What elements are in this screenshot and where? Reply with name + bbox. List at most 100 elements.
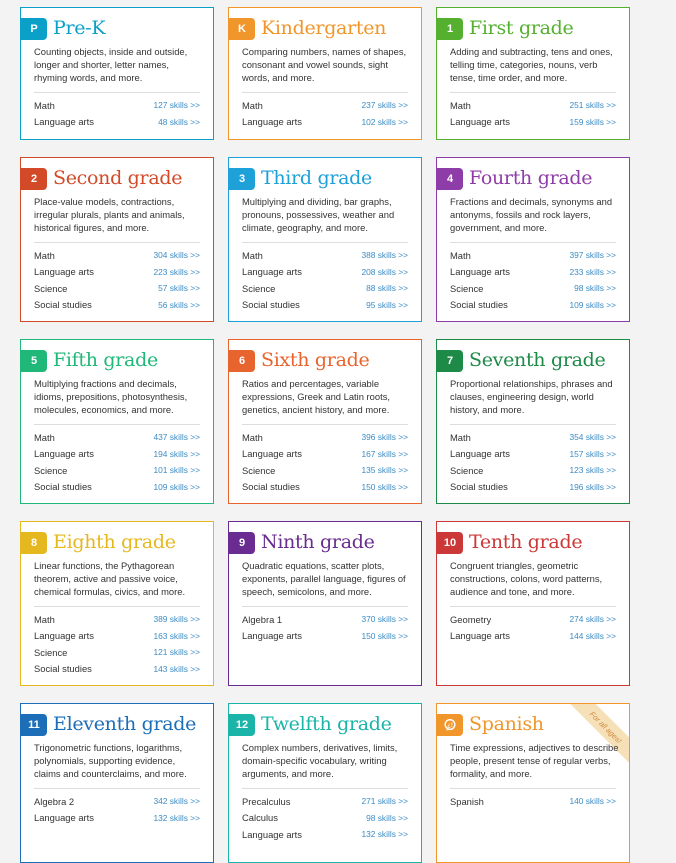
skills-link[interactable]: 57 skills >> [158, 283, 200, 293]
grade-title[interactable]: Third grade [261, 167, 372, 189]
subject-name[interactable]: Social studies [242, 299, 300, 310]
subject-name[interactable]: Science [450, 464, 484, 476]
subject-name[interactable]: Science [34, 282, 68, 294]
subject-name[interactable]: Algebra 1 [242, 613, 283, 625]
subject-name[interactable]: Math [34, 99, 55, 111]
subject-name[interactable]: Social studies [450, 299, 508, 310]
subject-row[interactable]: Math 237 skills >> [242, 98, 408, 112]
subject-row[interactable]: Math 389 skills >> [34, 612, 200, 626]
grade-title[interactable]: Twelfth grade [261, 713, 392, 735]
skills-link[interactable]: 397 skills >> [569, 250, 616, 260]
grade-title[interactable]: Fifth grade [53, 349, 158, 371]
grade-title[interactable]: Spanish [469, 713, 544, 735]
skills-link[interactable]: 223 skills >> [153, 266, 200, 277]
skills-link[interactable]: 274 skills >> [569, 614, 616, 624]
subject-row[interactable]: Science 98 skills >> [450, 281, 616, 295]
subject-row[interactable]: Language arts 157 skills >> [450, 447, 616, 461]
grade-card[interactable]: 1 First grade Adding and subtracting, tens… [436, 7, 630, 140]
subject-name[interactable]: Precalculus [242, 795, 291, 807]
skills-link[interactable]: 102 skills >> [361, 116, 408, 127]
subject-name[interactable]: Language arts [450, 116, 510, 127]
subject-name[interactable]: Math [450, 99, 471, 111]
skills-link[interactable]: 342 skills >> [153, 796, 200, 806]
skills-link[interactable]: 150 skills >> [361, 630, 408, 641]
subject-name[interactable]: Language arts [242, 630, 302, 641]
subject-row[interactable]: Language arts 132 skills >> [242, 827, 408, 841]
subject-row[interactable]: Math 127 skills >> [34, 98, 200, 112]
skills-link[interactable]: 98 skills >> [574, 283, 616, 293]
subject-row[interactable]: Math 304 skills >> [34, 248, 200, 262]
subject-row[interactable]: Math 397 skills >> [450, 248, 616, 262]
subject-name[interactable]: Math [242, 99, 263, 111]
skills-link[interactable]: 98 skills >> [366, 812, 408, 823]
subject-name[interactable]: Geometry [450, 613, 492, 625]
grade-card[interactable]: 4 Fourth grade Fractions and decimals, syn… [436, 157, 630, 322]
skills-link[interactable]: 437 skills >> [153, 432, 200, 442]
skills-link[interactable]: 233 skills >> [569, 266, 616, 277]
subject-name[interactable]: Math [34, 613, 55, 625]
subject-row[interactable]: Language arts 167 skills >> [242, 447, 408, 461]
subject-row[interactable]: Language arts 132 skills >> [34, 811, 200, 825]
skills-link[interactable]: 304 skills >> [153, 250, 200, 260]
grade-card[interactable]: 3 Third grade Multiplying and dividing, ba… [228, 157, 422, 322]
grade-title[interactable]: Kindergarten [261, 17, 387, 39]
subject-row[interactable]: Social studies 143 skills >> [34, 662, 200, 676]
subject-name[interactable]: Math [450, 431, 471, 443]
subject-row[interactable]: Language arts 102 skills >> [242, 115, 408, 129]
subject-name[interactable]: Algebra 2 [34, 795, 75, 807]
skills-link[interactable]: 132 skills >> [361, 829, 408, 839]
subject-row[interactable]: Language arts 223 skills >> [34, 265, 200, 279]
skills-link[interactable]: 251 skills >> [569, 100, 616, 110]
subject-row[interactable]: Math 251 skills >> [450, 98, 616, 112]
subject-row[interactable]: Science 123 skills >> [450, 463, 616, 477]
subject-name[interactable]: Social studies [450, 481, 508, 492]
subject-row[interactable]: Science 135 skills >> [242, 463, 408, 477]
grade-title[interactable]: Seventh grade [469, 349, 606, 371]
subject-row[interactable]: Language arts 48 skills >> [34, 115, 200, 129]
skills-link[interactable]: 208 skills >> [361, 266, 408, 277]
grade-title[interactable]: Second grade [53, 167, 183, 189]
subject-name[interactable]: Science [242, 282, 276, 294]
subject-name[interactable]: Math [34, 249, 55, 261]
grade-title[interactable]: First grade [469, 17, 574, 39]
subject-name[interactable]: Spanish [450, 795, 484, 807]
skills-link[interactable]: 388 skills >> [361, 250, 408, 260]
subject-row[interactable]: Precalculus 271 skills >> [242, 794, 408, 808]
skills-link[interactable]: 121 skills >> [153, 647, 200, 657]
grade-title[interactable]: Sixth grade [261, 349, 370, 371]
subject-name[interactable]: Social studies [34, 663, 92, 674]
skills-link[interactable]: 140 skills >> [569, 796, 616, 806]
grade-title[interactable]: Tenth grade [469, 531, 583, 553]
skills-link[interactable]: 370 skills >> [361, 614, 408, 624]
subject-row[interactable]: Algebra 1 370 skills >> [242, 612, 408, 626]
skills-link[interactable]: 101 skills >> [153, 465, 200, 475]
skills-link[interactable]: 354 skills >> [569, 432, 616, 442]
subject-name[interactable]: Social studies [34, 299, 92, 310]
skills-link[interactable]: 194 skills >> [153, 448, 200, 459]
grade-title[interactable]: Fourth grade [469, 167, 593, 189]
subject-row[interactable]: Social studies 196 skills >> [450, 480, 616, 494]
subject-row[interactable]: Social studies 150 skills >> [242, 480, 408, 494]
skills-link[interactable]: 95 skills >> [366, 299, 408, 310]
subject-row[interactable]: Algebra 2 342 skills >> [34, 794, 200, 808]
subject-name[interactable]: Language arts [242, 448, 302, 459]
subject-row[interactable]: Language arts 194 skills >> [34, 447, 200, 461]
subject-row[interactable]: Geometry 274 skills >> [450, 612, 616, 626]
subject-row[interactable]: Science 88 skills >> [242, 281, 408, 295]
subject-name[interactable]: Language arts [34, 630, 94, 641]
subject-row[interactable]: Math 388 skills >> [242, 248, 408, 262]
skills-link[interactable]: 109 skills >> [569, 299, 616, 310]
subject-name[interactable]: Language arts [242, 116, 302, 127]
subject-row[interactable]: Language arts 150 skills >> [242, 629, 408, 643]
skills-link[interactable]: 159 skills >> [569, 116, 616, 127]
subject-row[interactable]: Language arts 233 skills >> [450, 265, 616, 279]
grade-card[interactable]: P Pre-K Counting objects, inside and outsi… [20, 7, 214, 140]
grade-card[interactable]: 12 Twelfth grade Complex numbers, derivati… [228, 703, 422, 863]
skills-link[interactable]: 56 skills >> [158, 299, 200, 310]
grade-card[interactable]: 10 Tenth grade Congruent triangles, geomet… [436, 521, 630, 686]
grade-title[interactable]: Eighth grade [53, 531, 176, 553]
subject-row[interactable]: Language arts 163 skills >> [34, 629, 200, 643]
subject-name[interactable]: Language arts [450, 630, 510, 641]
subject-name[interactable]: Science [242, 464, 276, 476]
skills-link[interactable]: 237 skills >> [361, 100, 408, 110]
